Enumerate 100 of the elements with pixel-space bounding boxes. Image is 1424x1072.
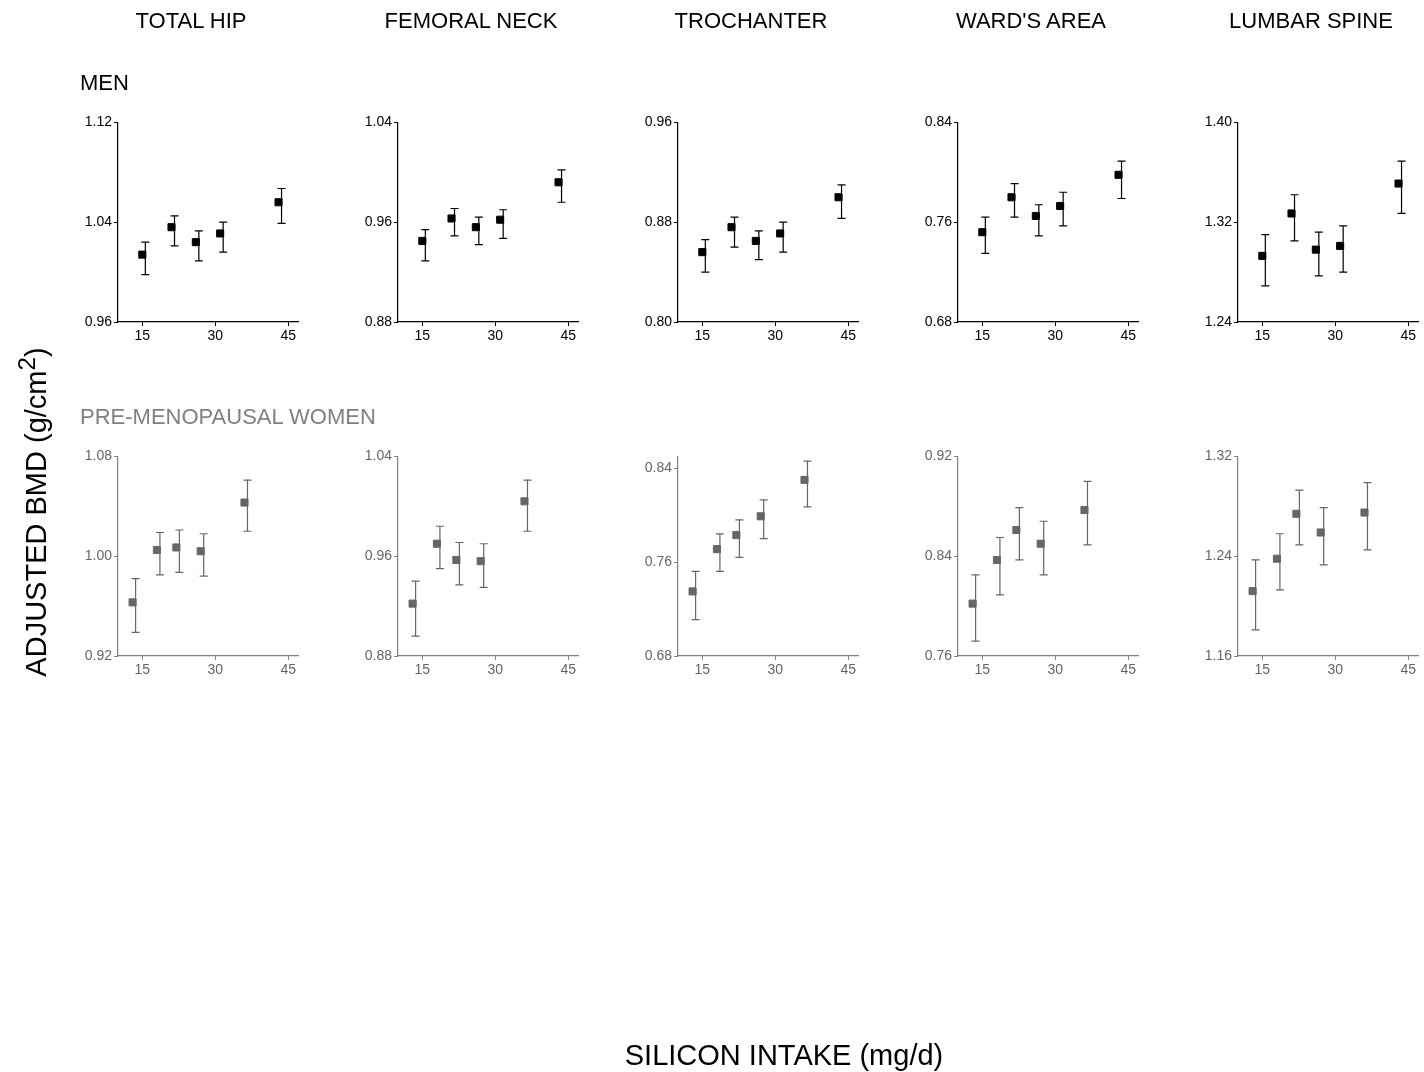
x-tick-label: 15: [1254, 327, 1271, 344]
point: [834, 193, 843, 202]
point: [992, 555, 1001, 564]
point: [167, 223, 176, 232]
point: [216, 229, 225, 238]
y-tick-label: 0.76: [644, 552, 673, 569]
point: [408, 599, 417, 608]
y-tick-label: 0.92: [924, 447, 953, 464]
chart-subtitle: PRE-MENOPAUSAL WOMEN: [80, 404, 376, 430]
x-tick-label: 30: [207, 661, 224, 678]
point: [152, 545, 161, 554]
chart-title: FEMORAL NECK: [383, 8, 559, 34]
y-tick-label: 1.32: [1204, 447, 1233, 464]
point: [776, 229, 785, 238]
point: [1272, 554, 1281, 563]
y-tick-label: 1.08: [84, 447, 113, 464]
x-tick-label: 15: [134, 661, 151, 678]
y-tick-label: 1.12: [84, 113, 113, 130]
point: [688, 587, 697, 596]
point: [1248, 587, 1257, 596]
point: [1394, 179, 1403, 188]
x-tick-label: 45: [280, 327, 297, 344]
point: [1360, 508, 1369, 517]
point: [712, 545, 721, 554]
point: [727, 223, 736, 232]
y-tick-label: 1.00: [84, 547, 113, 564]
point: [751, 236, 760, 245]
x-tick-label: 30: [1047, 327, 1064, 344]
point: [191, 238, 200, 247]
y-tick-label: 0.84: [924, 113, 953, 130]
x-tick-label: 15: [134, 327, 151, 344]
x-tick-label: 15: [414, 661, 431, 678]
chart-subtitle: MEN: [80, 70, 129, 96]
x-tick-label: 15: [974, 661, 991, 678]
y-tick-label: 0.96: [364, 547, 393, 564]
y-tick-label: 0.76: [924, 646, 953, 663]
point: [1292, 509, 1301, 518]
point: [172, 543, 181, 552]
y-tick-label: 1.04: [364, 113, 393, 130]
x-tick-label: 45: [1400, 327, 1417, 344]
x-tick-label: 30: [767, 327, 784, 344]
point: [274, 198, 283, 207]
x-tick-label: 15: [1254, 661, 1271, 678]
point: [1316, 528, 1325, 537]
point: [240, 498, 249, 507]
point: [1036, 539, 1045, 548]
y-tick-label: 1.24: [1204, 547, 1233, 564]
x-tick-label: 45: [560, 327, 577, 344]
point: [1007, 193, 1016, 202]
y-tick-label: 0.80: [644, 312, 673, 329]
y-tick-label: 0.88: [364, 312, 393, 329]
y-tick-label: 0.88: [364, 646, 393, 663]
x-tick-label: 45: [1120, 661, 1137, 678]
point: [968, 599, 977, 608]
y-tick-label: 0.92: [84, 646, 113, 663]
x-tick-label: 45: [840, 327, 857, 344]
point: [1287, 209, 1296, 218]
y-tick-label: 0.96: [84, 312, 113, 329]
y-tick-label: 1.04: [84, 213, 113, 230]
y-tick-label: 1.04: [364, 447, 393, 464]
x-tick-label: 30: [1327, 327, 1344, 344]
x-tick-label: 45: [280, 661, 297, 678]
chart-title: LUMBAR SPINE: [1228, 8, 1394, 34]
point: [447, 214, 456, 223]
point: [138, 250, 147, 259]
x-tick-label: 30: [487, 327, 504, 344]
y-tick-label: 1.16: [1204, 646, 1233, 663]
point: [1056, 201, 1065, 211]
chart-title: WARD'S AREA: [954, 8, 1108, 34]
point: [1311, 245, 1320, 254]
point: [1258, 251, 1267, 260]
point: [1114, 170, 1123, 179]
point: [1031, 211, 1040, 220]
y-tick-label: 0.84: [644, 459, 673, 475]
x-tick-label: 30: [767, 661, 784, 678]
point: [476, 557, 485, 566]
x-tick-label: 15: [974, 327, 991, 344]
chart-title: TROCHANTER: [673, 8, 829, 34]
point: [418, 236, 427, 245]
x-tick-label: 45: [1400, 661, 1417, 678]
x-tick-label: 15: [694, 327, 711, 344]
point: [756, 512, 765, 521]
x-tick-label: 45: [840, 661, 857, 678]
x-tick-label: 15: [694, 661, 711, 678]
point: [452, 555, 461, 564]
point: [196, 547, 205, 556]
chart-title: TOTAL HIP: [134, 8, 248, 34]
point: [432, 539, 441, 548]
point: [471, 223, 480, 232]
y-tick-label: 1.24: [1204, 312, 1233, 329]
x-tick-label: 30: [207, 327, 224, 344]
point: [1336, 241, 1345, 250]
point: [800, 475, 809, 484]
point: [1080, 506, 1089, 515]
y-tick-label: 1.32: [1204, 213, 1233, 230]
point: [496, 215, 505, 224]
x-tick-label: 15: [414, 327, 431, 344]
y-tick-label: 0.96: [644, 113, 673, 130]
y-tick-label: 0.84: [924, 547, 953, 564]
point: [1012, 525, 1021, 535]
